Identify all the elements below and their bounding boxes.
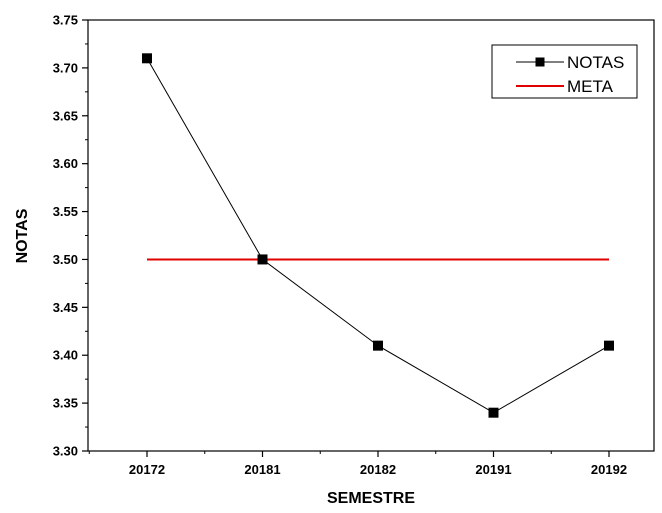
legend-label-meta: META [567, 77, 614, 96]
x-axis: 20172 20181 20182 20191 20192 [88, 451, 627, 477]
legend-marker-notas [535, 57, 545, 67]
y-tick-label: 3.40 [53, 348, 78, 363]
x-tick-label: 20181 [244, 462, 280, 477]
x-tick-label: 20192 [591, 462, 627, 477]
y-tick-label: 3.60 [53, 156, 78, 171]
x-tick-label: 20182 [360, 462, 396, 477]
legend: NOTAS META [491, 44, 638, 99]
legend-label-notas: NOTAS [567, 53, 624, 72]
series-layer [142, 53, 614, 418]
data-point-notas [257, 254, 268, 265]
x-axis-title: SEMESTRE [327, 490, 415, 507]
legend-box [491, 44, 638, 99]
x-tick-label: 20172 [129, 462, 165, 477]
data-point-notas [373, 340, 383, 351]
y-tick-label: 3.65 [53, 108, 78, 123]
y-tick-label: 3.35 [53, 396, 78, 411]
y-tick-label: 3.50 [53, 252, 78, 267]
y-tick-label: 3.70 [53, 60, 78, 75]
data-point-notas [488, 407, 499, 418]
y-tick-label: 3.45 [53, 300, 78, 315]
x-tick-label: 20191 [475, 462, 511, 477]
y-axis: 3.30 3.35 3.40 3.45 3.50 3.55 3.60 3.65 3.70 3.75 [53, 13, 88, 459]
data-point-notas [604, 340, 614, 351]
y-tick-label: 3.30 [53, 444, 78, 459]
y-tick-label: 3.55 [53, 204, 78, 219]
y-axis-title: NOTAS [14, 208, 31, 263]
y-tick-label: 3.75 [53, 13, 78, 28]
data-point-notas [142, 53, 152, 64]
series-line-notas [146, 58, 610, 414]
